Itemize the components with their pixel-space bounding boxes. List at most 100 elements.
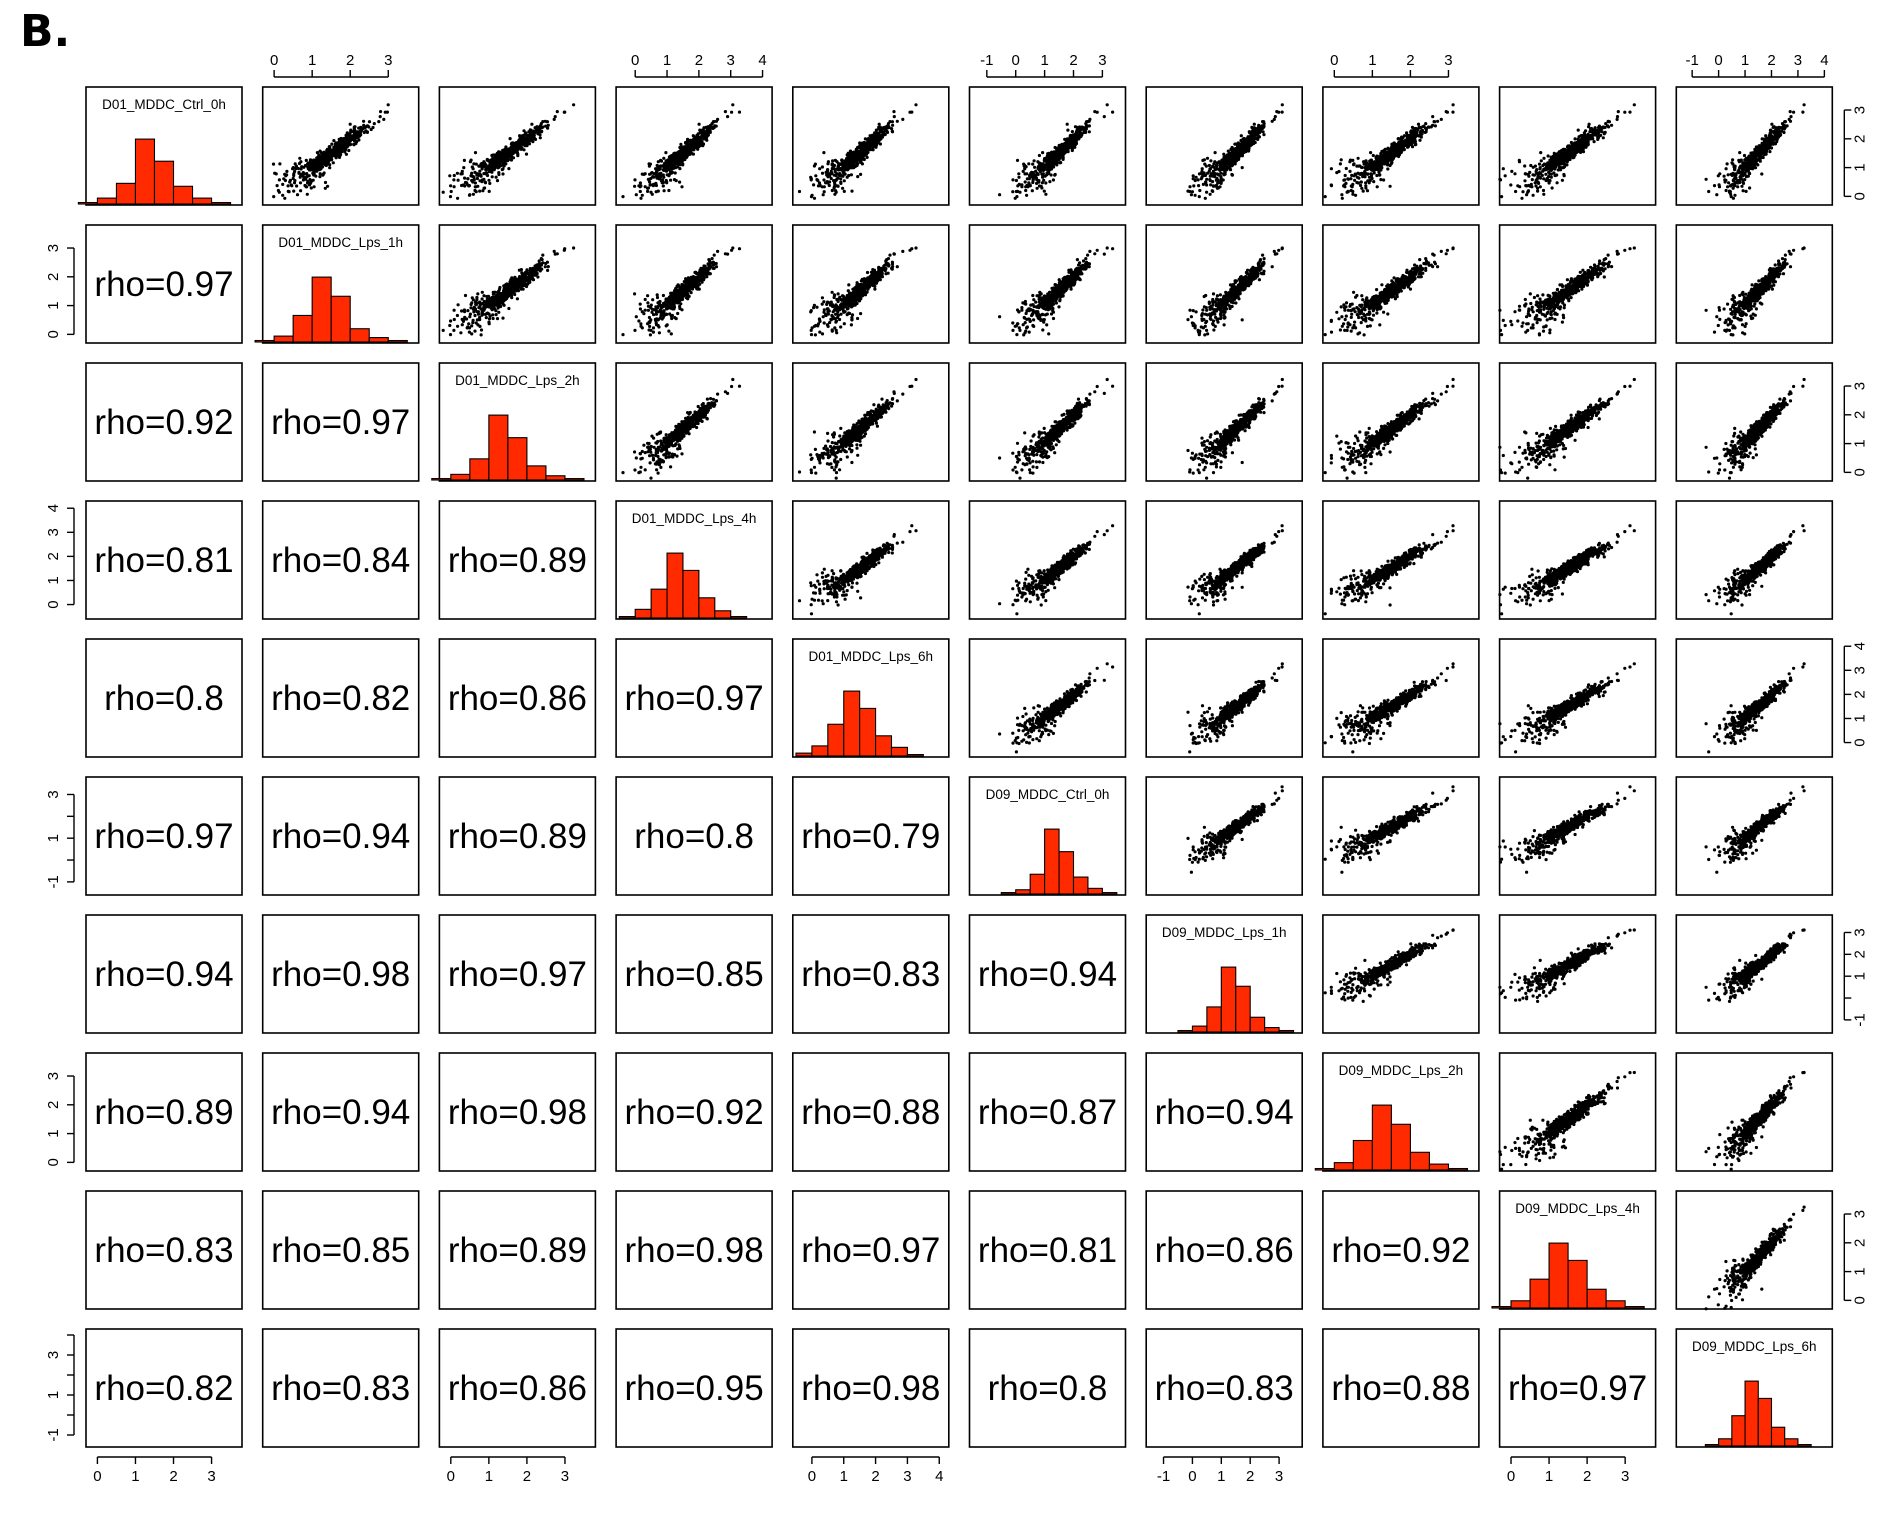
scatter-point <box>1068 140 1072 145</box>
tick-label: 3 <box>1444 52 1452 69</box>
scatter-point <box>1207 163 1211 168</box>
scatter-point <box>507 167 511 171</box>
scatter-point <box>667 188 671 193</box>
scatter-point <box>1409 130 1413 134</box>
tick-label: 0 <box>270 52 278 69</box>
scatter-point <box>1017 172 1021 176</box>
scatter-point <box>691 152 696 156</box>
scatter-point <box>1198 188 1202 193</box>
scatter-point <box>1344 181 1348 185</box>
scatter-point <box>1337 169 1341 174</box>
scatter-point <box>1373 168 1377 172</box>
scatter-point <box>1392 151 1396 155</box>
scatter-point <box>1405 133 1409 137</box>
scatter-point <box>487 164 491 168</box>
scatter-point <box>1031 162 1035 166</box>
scatter-point <box>278 162 282 166</box>
scatter-point <box>1053 173 1057 177</box>
scatter-point <box>1222 156 1226 160</box>
scatter-point <box>1584 145 1588 149</box>
scatter-point <box>1542 156 1546 160</box>
scatter-point <box>479 173 483 177</box>
scatter-point <box>648 183 652 187</box>
scatter-point <box>291 167 295 171</box>
scatter-point <box>344 133 348 137</box>
scatter-point <box>822 151 826 155</box>
scatter-point <box>830 188 834 193</box>
scatter-point <box>309 186 313 190</box>
tick-label: 2 <box>695 52 703 69</box>
scatter-point <box>1050 156 1054 160</box>
scatter-point <box>826 175 830 179</box>
scatter-point <box>272 195 276 199</box>
scatter-point <box>317 161 322 165</box>
scatter-point <box>309 180 313 184</box>
scatter-point <box>706 130 710 134</box>
scatter-point <box>1572 155 1576 159</box>
scatter-point <box>1576 128 1580 132</box>
scatter-point <box>862 157 866 162</box>
scatter-point <box>1550 186 1554 190</box>
scatter-point <box>1529 182 1533 186</box>
scatter-point <box>1191 174 1195 178</box>
scatter-point <box>546 123 550 127</box>
scatter-point <box>503 150 507 154</box>
scatter-point <box>449 184 453 188</box>
scatter-point <box>1360 186 1364 190</box>
scatter-point <box>460 169 464 173</box>
scatter-point <box>311 168 315 172</box>
scatter-point <box>537 130 541 134</box>
scatter-point <box>1222 152 1226 156</box>
scatter-point <box>466 177 470 181</box>
scatter-point <box>528 128 532 132</box>
scatter-point <box>659 159 664 163</box>
scatter-point <box>1387 154 1391 158</box>
panel-r1-c6: -1 0 1 2 3 <box>968 52 1127 206</box>
scatter-point <box>831 159 835 163</box>
scatter-point <box>1038 161 1042 166</box>
scatter-point <box>649 171 653 175</box>
scatter-point <box>1355 180 1359 185</box>
scatter-point <box>637 184 641 188</box>
scatter-point <box>1044 164 1048 168</box>
scatter-point <box>865 155 869 159</box>
scatter-point <box>1408 138 1412 142</box>
scatter-point <box>318 172 322 176</box>
scatter-point <box>1366 172 1370 176</box>
scatter-point <box>1555 181 1559 185</box>
scatter-point <box>866 146 870 150</box>
scatter-point <box>883 125 887 129</box>
scatter-point <box>1065 122 1069 126</box>
scatter-point <box>1342 178 1346 182</box>
tick-label: 0 <box>1330 52 1338 69</box>
scatter-point <box>1623 110 1627 114</box>
panel-frame <box>1145 86 1303 206</box>
scatter-point <box>657 172 662 176</box>
scatter-point <box>386 103 390 107</box>
scatter-point <box>525 137 529 141</box>
scatter-point <box>448 174 452 178</box>
scatter-point <box>1534 169 1538 174</box>
scatter-point <box>1040 172 1044 176</box>
scatter-point <box>1603 130 1607 134</box>
scatter-point <box>1237 147 1241 151</box>
scatter-point <box>640 193 644 197</box>
scatter-point <box>478 189 482 193</box>
scatter-point <box>1397 141 1401 145</box>
panel-frame <box>968 86 1127 206</box>
tick-label: 1 <box>1040 52 1048 69</box>
scatter-point <box>1255 130 1259 134</box>
scatter-point <box>291 176 295 181</box>
scatter-point <box>866 138 870 142</box>
scatter-point <box>277 178 281 182</box>
scatter-point <box>1223 168 1228 172</box>
histogram-bar <box>172 185 194 205</box>
scatter-point <box>501 167 505 171</box>
scatter-point <box>688 138 692 142</box>
scatter-point <box>1562 165 1566 170</box>
scatter-point <box>1035 186 1039 190</box>
scatter-point <box>1382 152 1386 156</box>
scatter-point <box>354 135 358 139</box>
scatter-point <box>377 120 381 124</box>
scatter-point <box>344 138 349 142</box>
